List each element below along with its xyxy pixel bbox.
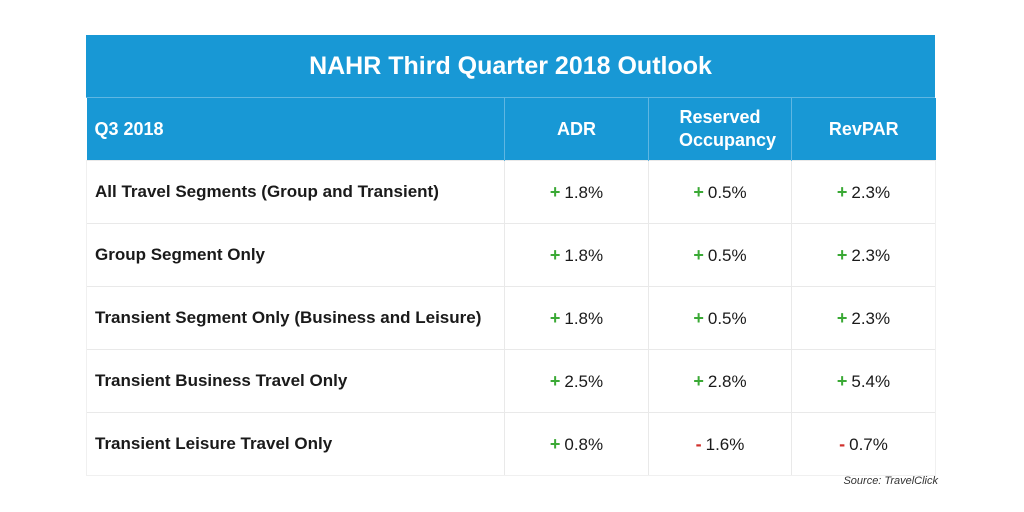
- row-label: Transient Business Travel Only: [86, 349, 505, 413]
- table-row: Transient Business Travel Only +2.5% +2.8%…: [86, 349, 936, 413]
- value-cell: +2.3%: [791, 160, 936, 224]
- percent-value: 1.8%: [564, 245, 604, 265]
- value-cell: +0.5%: [648, 286, 792, 350]
- value-cell: -0.7%: [791, 412, 936, 476]
- percent-value: 2.5%: [564, 371, 604, 391]
- plus-sign: +: [549, 181, 561, 202]
- percent-value: 2.3%: [851, 308, 891, 328]
- plus-sign: +: [836, 307, 848, 328]
- value-cell: +1.8%: [504, 223, 649, 287]
- table-row: Transient Segment Only (Business and Lei…: [86, 286, 936, 350]
- value-cell: +2.8%: [648, 349, 792, 413]
- plus-sign: +: [836, 244, 848, 265]
- table-row: Transient Leisure Travel Only +0.8% -1.6% -…: [86, 412, 936, 476]
- plus-sign: +: [549, 370, 561, 391]
- percent-value: 2.8%: [707, 371, 747, 391]
- percent-value: 1.6%: [705, 434, 745, 454]
- plus-sign: +: [836, 370, 848, 391]
- value-cell: +2.3%: [791, 286, 936, 350]
- table-row: All Travel Segments (Group and Transient…: [86, 160, 936, 224]
- value-cell: +2.5%: [504, 349, 649, 413]
- value-cell: +5.4%: [791, 349, 936, 413]
- outlook-table: Q3 2018 ADR Reserved Occupancy RevPAR Al…: [86, 98, 936, 476]
- percent-value: 2.3%: [851, 245, 891, 265]
- outlook-table-container: NAHR Third Quarter 2018 Outlook Q3 2018 …: [86, 35, 936, 476]
- value-cell: +1.8%: [504, 286, 649, 350]
- percent-value: 1.8%: [564, 182, 604, 202]
- plus-sign: +: [549, 307, 561, 328]
- source-note: Source: TravelClick: [843, 475, 938, 487]
- column-header-period: Q3 2018: [86, 98, 505, 161]
- percent-value: 0.5%: [707, 245, 747, 265]
- minus-sign: -: [839, 433, 846, 454]
- percent-value: 0.8%: [564, 434, 604, 454]
- column-header-revpar: RevPAR: [791, 98, 936, 161]
- table-row: Group Segment Only +1.8% +0.5% +2.3%: [86, 223, 936, 287]
- plus-sign: +: [836, 181, 848, 202]
- percent-value: 0.5%: [707, 182, 747, 202]
- percent-value: 0.7%: [849, 434, 888, 454]
- value-cell: +2.3%: [791, 223, 936, 287]
- row-label: Transient Leisure Travel Only: [86, 412, 505, 476]
- header-row: Q3 2018 ADR Reserved Occupancy RevPAR: [86, 98, 936, 161]
- value-cell: +0.5%: [648, 160, 792, 224]
- plus-sign: +: [693, 181, 704, 202]
- row-label: Group Segment Only: [86, 223, 505, 287]
- plus-sign: +: [693, 307, 704, 328]
- column-header-occupancy-label: Reserved Occupancy: [679, 107, 777, 150]
- plus-sign: +: [549, 433, 561, 454]
- column-header-adr: ADR: [504, 98, 649, 161]
- table-title: NAHR Third Quarter 2018 Outlook: [86, 35, 935, 98]
- column-header-occupancy: Reserved Occupancy: [648, 98, 792, 161]
- percent-value: 5.4%: [851, 371, 891, 391]
- percent-value: 0.5%: [707, 308, 747, 328]
- value-cell: -1.6%: [648, 412, 792, 476]
- minus-sign: -: [695, 433, 702, 454]
- plus-sign: +: [693, 370, 704, 391]
- table-body: All Travel Segments (Group and Transient…: [86, 160, 936, 476]
- row-label: All Travel Segments (Group and Transient…: [86, 160, 505, 224]
- value-cell: +0.5%: [648, 223, 792, 287]
- value-cell: +1.8%: [504, 160, 649, 224]
- plus-sign: +: [549, 244, 561, 265]
- percent-value: 2.3%: [851, 182, 891, 202]
- plus-sign: +: [693, 244, 704, 265]
- percent-value: 1.8%: [564, 308, 604, 328]
- row-label: Transient Segment Only (Business and Lei…: [86, 286, 505, 350]
- value-cell: +0.8%: [504, 412, 649, 476]
